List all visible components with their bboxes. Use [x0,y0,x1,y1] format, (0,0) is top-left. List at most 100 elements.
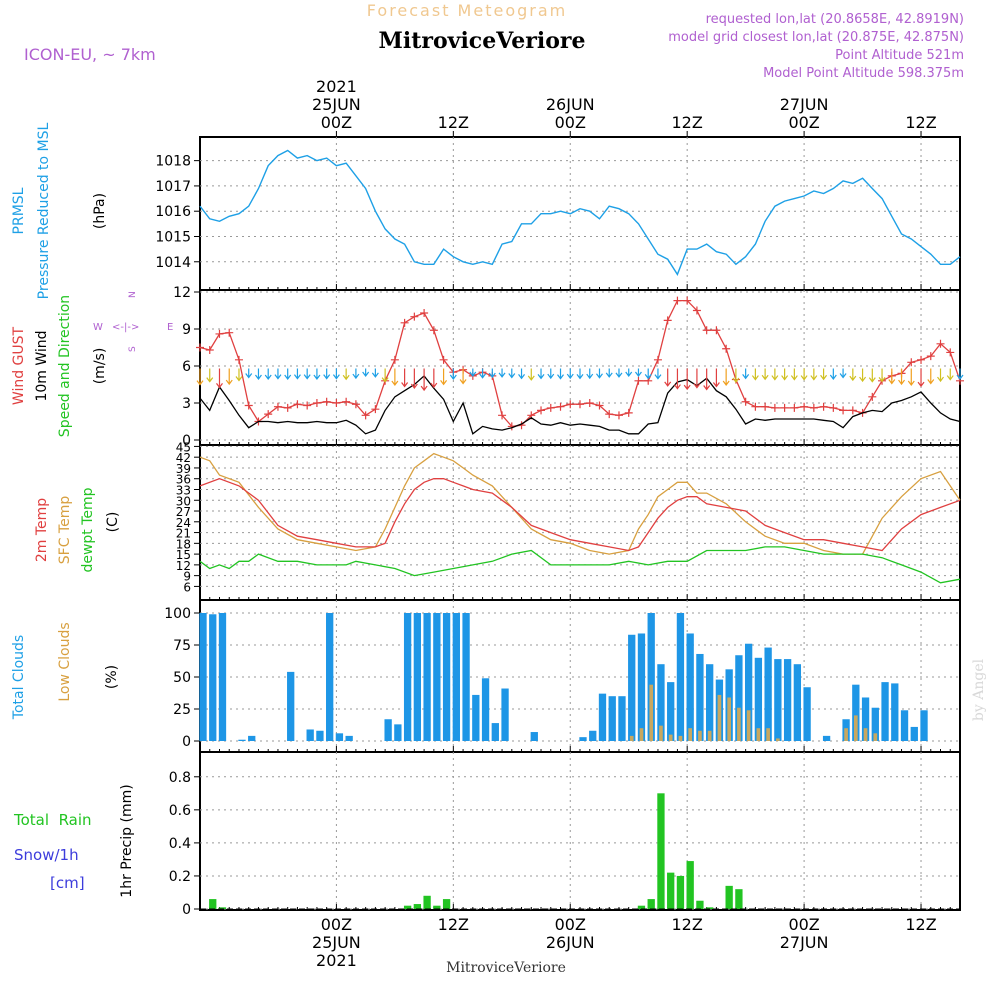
rain-bar [686,861,694,909]
gust-point [205,345,214,354]
dewpt-line [199,546,961,584]
wind-direction-arrow [683,368,691,391]
total-cloud-bar [706,664,714,741]
wind-direction-arrow [859,368,867,383]
gust-point [614,411,623,420]
y-tick-label: 75 [173,638,191,654]
total-cloud-bar [452,613,460,741]
gust-point [439,355,448,364]
top-time-label: 12Z [672,113,703,132]
gust-point [576,400,584,409]
total-cloud-bar [579,737,587,741]
wind-direction-arrow [712,368,720,388]
y-tick-label: 9 [183,570,191,584]
panel-frame [199,751,961,911]
low-cloud-bar [659,725,663,741]
wind-direction-arrow [839,368,847,379]
wind-ylabel-10m: 10m Wind [34,330,50,401]
gust-point [342,397,351,406]
gust-point [273,402,282,411]
series-layer [196,149,964,910]
bottom-time-label: 12Z [438,915,469,934]
total-cloud-bar [822,735,831,741]
wind-direction-arrow [937,368,944,383]
y-tick-label: 1018 [155,154,191,170]
y-tick-label: 9 [182,322,191,338]
gust-point [303,401,312,410]
gust-point [595,401,604,410]
wind-direction-arrow [693,368,701,389]
gust-point [829,403,838,412]
gust-point [770,403,779,412]
gust-point [790,403,799,412]
total-cloud-bar [735,655,743,741]
gust-point [410,312,419,321]
gust-point [498,411,507,420]
wind-direction-arrow [751,368,759,381]
wind-direction-arrow [625,368,633,377]
top-time-label: 26JUN [546,95,595,114]
wind-direction-arrow [449,368,457,380]
gust-point [673,296,682,305]
bottom-time-label: 00Z [555,915,586,934]
wind-direction-arrow [761,368,769,381]
rain-bar [423,895,431,909]
total-cloud-bar [744,643,753,741]
sfc-temp-line [199,452,961,555]
total-cloud-bar [754,657,763,741]
gust-point [800,402,809,411]
gust-point [936,339,945,348]
gust-point [926,352,935,361]
y-tick-label: 6 [182,359,191,375]
pressure-panel: PRMSL Pressure Reduced to MSL (hPa) [11,122,108,299]
rain-bar [735,889,743,909]
wind-direction-arrow [956,368,964,380]
y-tick-label: 15 [176,548,191,562]
wind-direction-arrow [664,368,672,387]
point-altitude: Point Altitude 521m [835,48,964,63]
wind-direction-arrow [274,368,282,380]
y-tick-label: 0 [182,734,191,750]
gust-point [234,355,243,364]
clouds-units: (%) [104,665,120,689]
gust-point [702,326,711,335]
wind-direction-arrow [771,368,779,381]
wind-line [199,374,961,435]
low-cloud-bar [737,707,741,741]
total-cloud-bar [501,688,509,741]
wind-direction-arrow [742,368,750,380]
wind-direction-arrow [264,368,272,380]
total-cloud-bar [238,739,246,741]
total-cloud-bar [248,735,256,741]
wind-direction-arrow [566,368,574,380]
rain-bar [637,905,646,909]
rain-bar [676,875,685,909]
top-time-label: 00Z [788,113,819,132]
total-cloud-bar [861,697,870,741]
gust-point [390,355,399,364]
closest-coords: model grid closest lon,lat (20.875E, 42.… [668,30,964,45]
gust-point [624,408,633,417]
gust-point [351,400,360,409]
total-cloud-bar [442,613,451,741]
gust-point [371,405,380,414]
y-tick-label: 100 [164,606,191,622]
wind-direction-arrow [440,368,448,386]
gust-point [634,376,643,385]
low-cloud-bar [853,715,858,741]
top-time-label: 12Z [905,113,936,132]
rain-bar [647,899,655,909]
gust-point [663,316,672,325]
wind-direction-arrow [293,368,301,380]
gust-point [546,403,555,412]
total-cloud-bar [764,647,772,741]
temp-units: (C) [105,512,121,533]
total-cloud-bar [852,684,860,741]
y-tick-label: 33 [176,483,191,497]
top-time-label: 12Z [438,113,469,132]
total-cloud-bar [920,710,928,741]
total-cloud-bar [326,613,334,741]
gust-point [332,399,341,407]
low-cloud-bar [844,728,848,741]
wind-direction-arrow [732,368,740,383]
